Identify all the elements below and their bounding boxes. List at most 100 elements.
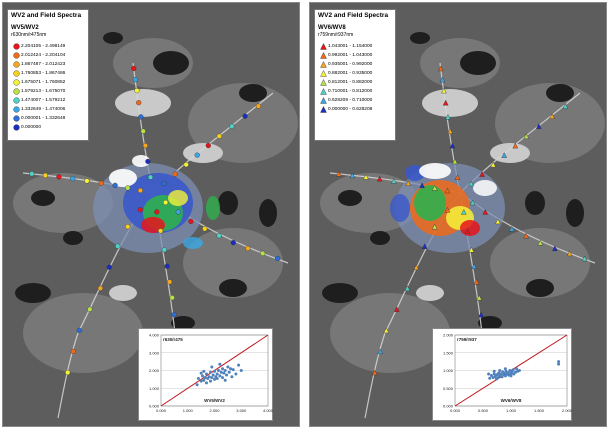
legend-item-label: 0.000000: [21, 125, 42, 130]
scatter-point: [208, 379, 212, 383]
map-panel-wv6-wv8: WV2 and Field Spectra WV6/WV8 r759nm/r93…: [309, 2, 607, 427]
scatter-point: [207, 375, 211, 379]
bright-patches: [416, 89, 530, 301]
legend-item-label: 0.000000 - 0.628208: [328, 107, 373, 112]
x-tick-label: 0.000: [450, 408, 461, 413]
field-spectra-point: [439, 76, 446, 83]
legend-item: 1.675071 - 1.760852: [11, 78, 85, 87]
field-spectra-point: [161, 180, 167, 187]
scatter-plot: 0.000 1.000 2.000 3.000 4.000 0.000 1.000 2.000…: [149, 333, 274, 414]
field-spectra-point: [562, 103, 569, 109]
scatter-point: [215, 372, 219, 376]
field-spectra-point: [275, 255, 281, 262]
chart-title: r759/r937: [457, 337, 477, 342]
field-spectra-point: [454, 174, 461, 180]
legend-item: 2.204105 - 2.498149: [11, 42, 85, 51]
field-spectra-point: [482, 208, 489, 215]
scatter-point: [210, 376, 214, 380]
scatter-point: [234, 372, 238, 376]
field-spectra-point: [70, 176, 76, 182]
scatter-point: [492, 372, 496, 376]
legend-item: 1.579213 - 1.675070: [11, 87, 85, 96]
field-spectra-point: [479, 171, 485, 177]
circle-marker-icon: [11, 88, 21, 96]
x-tick-label: 4.000: [263, 408, 274, 413]
scatter-point: [210, 365, 214, 369]
field-spectra-point: [473, 278, 480, 285]
field-spectra-point: [335, 170, 342, 177]
lakes: [15, 32, 277, 330]
field-spectra-point: [137, 207, 143, 213]
legend-items: 1.043001 - 1.154000 0.992001 - 1.043000 0.…: [318, 42, 392, 114]
field-spectra-point: [84, 178, 90, 184]
field-spectra-point: [431, 184, 438, 191]
scatter-point: [506, 371, 510, 375]
legend-item: 2.012424 - 2.204104: [11, 51, 85, 60]
field-spectra-point: [441, 87, 447, 94]
field-spectra-point: [125, 185, 131, 191]
scatter-point: [202, 378, 206, 382]
legend-title: WV2 and Field Spectra: [11, 12, 82, 19]
legend-item: 1.867487 - 2.012423: [11, 60, 85, 69]
field-spectra-point: [363, 173, 369, 180]
field-spectra-point: [405, 180, 412, 186]
field-spectra-point: [42, 172, 49, 178]
scatter-point: [509, 374, 513, 378]
scatter-point: [218, 362, 222, 366]
chart-title: r630/r475: [163, 337, 183, 342]
y-tick-label: 0.000: [149, 404, 160, 409]
legend-item-label: 0.710001 - 0.812000: [328, 89, 373, 94]
field-spectra-point: [142, 143, 148, 149]
field-spectra-point: [449, 142, 456, 149]
map-legend: WV2 and Field Spectra WV5/WV2 r630nm/r47…: [7, 9, 89, 141]
field-spectra-point: [391, 177, 397, 184]
legend-item: 1.760853 - 1.867486: [11, 69, 85, 78]
scatter-point: [494, 377, 498, 381]
field-spectra-point: [437, 65, 444, 72]
y-tick-label: 2.000: [443, 333, 454, 338]
legend-item-label: 0.882001 - 0.935000: [328, 71, 373, 76]
legend-band-ratio: r759nm/r937nm: [318, 32, 354, 38]
scatter-point: [511, 368, 515, 372]
scatter-point: [508, 369, 512, 372]
field-spectra-point: [581, 255, 588, 262]
circle-marker-icon: [11, 106, 21, 114]
triangle-marker-icon: [318, 79, 328, 87]
scatter-point: [203, 376, 207, 380]
triangle-marker-icon: [318, 70, 328, 78]
x-tick-label: 2.000: [562, 408, 573, 413]
field-spectra-point: [140, 128, 146, 134]
field-spectra-point: [552, 245, 558, 252]
field-spectra-point: [404, 285, 411, 291]
scatter-point: [229, 367, 233, 371]
legend-item: 0.710001 - 0.812000: [318, 87, 392, 96]
field-spectra-point: [349, 172, 356, 179]
field-spectra-point: [229, 123, 235, 129]
scatter-point: [237, 363, 241, 367]
field-spectra-point: [260, 250, 266, 256]
field-spectra-point: [112, 182, 118, 188]
field-spectra-point: [447, 128, 454, 134]
scatter-point: [513, 370, 517, 374]
scatter-point: [230, 375, 234, 379]
field-spectra-point: [468, 180, 474, 187]
legend-item: 1.332649 - 1.474006: [11, 105, 85, 114]
field-spectra-point: [566, 250, 573, 257]
legend-item: 0.882001 - 0.935000: [318, 69, 392, 78]
scatter-point: [204, 381, 208, 385]
field-spectra-point: [56, 174, 62, 180]
legend-item-label: 1.043001 - 1.154000: [328, 44, 373, 49]
y-tick-label: 1.000: [149, 386, 160, 391]
plot-area: [454, 334, 568, 407]
legend-item: 1.043001 - 1.154000: [318, 42, 392, 51]
field-spectra-point: [468, 246, 475, 253]
field-spectra-point: [194, 152, 200, 158]
field-spectra-point: [523, 133, 530, 139]
field-spectra-point: [161, 247, 167, 253]
field-spectra-point: [65, 369, 71, 376]
scatter-point: [489, 373, 493, 377]
legend-band-ratio: r630nm/r475nm: [11, 32, 47, 38]
circle-marker-icon: [11, 70, 21, 78]
field-spectra-point: [230, 240, 236, 246]
field-spectra-point: [452, 158, 458, 165]
